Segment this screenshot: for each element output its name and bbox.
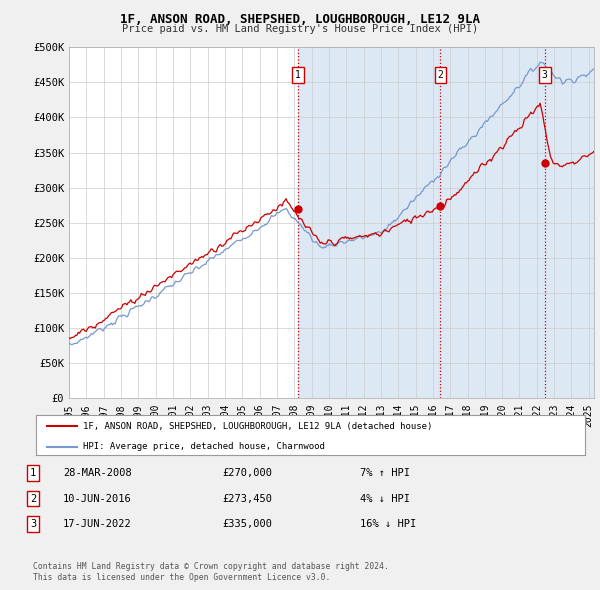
Text: 7% ↑ HPI: 7% ↑ HPI xyxy=(360,468,410,478)
Text: Price paid vs. HM Land Registry's House Price Index (HPI): Price paid vs. HM Land Registry's House … xyxy=(122,24,478,34)
Text: 16% ↓ HPI: 16% ↓ HPI xyxy=(360,519,416,529)
Text: 1F, ANSON ROAD, SHEPSHED, LOUGHBOROUGH, LE12 9LA (detached house): 1F, ANSON ROAD, SHEPSHED, LOUGHBOROUGH, … xyxy=(83,422,432,431)
Text: 28-MAR-2008: 28-MAR-2008 xyxy=(63,468,132,478)
Text: 4% ↓ HPI: 4% ↓ HPI xyxy=(360,494,410,503)
Text: HPI: Average price, detached house, Charnwood: HPI: Average price, detached house, Char… xyxy=(83,442,325,451)
Text: 1: 1 xyxy=(30,468,36,478)
Text: 3: 3 xyxy=(542,70,548,80)
Text: 1: 1 xyxy=(295,70,301,80)
Text: £270,000: £270,000 xyxy=(222,468,272,478)
Text: 17-JUN-2022: 17-JUN-2022 xyxy=(63,519,132,529)
Text: Contains HM Land Registry data © Crown copyright and database right 2024.: Contains HM Land Registry data © Crown c… xyxy=(33,562,389,571)
Bar xyxy=(298,47,594,398)
Text: 1F, ANSON ROAD, SHEPSHED, LOUGHBOROUGH, LE12 9LA: 1F, ANSON ROAD, SHEPSHED, LOUGHBOROUGH, … xyxy=(120,13,480,26)
Text: £273,450: £273,450 xyxy=(222,494,272,503)
Text: 2: 2 xyxy=(30,494,36,503)
Text: 10-JUN-2016: 10-JUN-2016 xyxy=(63,494,132,503)
Text: 3: 3 xyxy=(30,519,36,529)
Text: £335,000: £335,000 xyxy=(222,519,272,529)
Text: This data is licensed under the Open Government Licence v3.0.: This data is licensed under the Open Gov… xyxy=(33,572,331,582)
Text: 2: 2 xyxy=(437,70,443,80)
